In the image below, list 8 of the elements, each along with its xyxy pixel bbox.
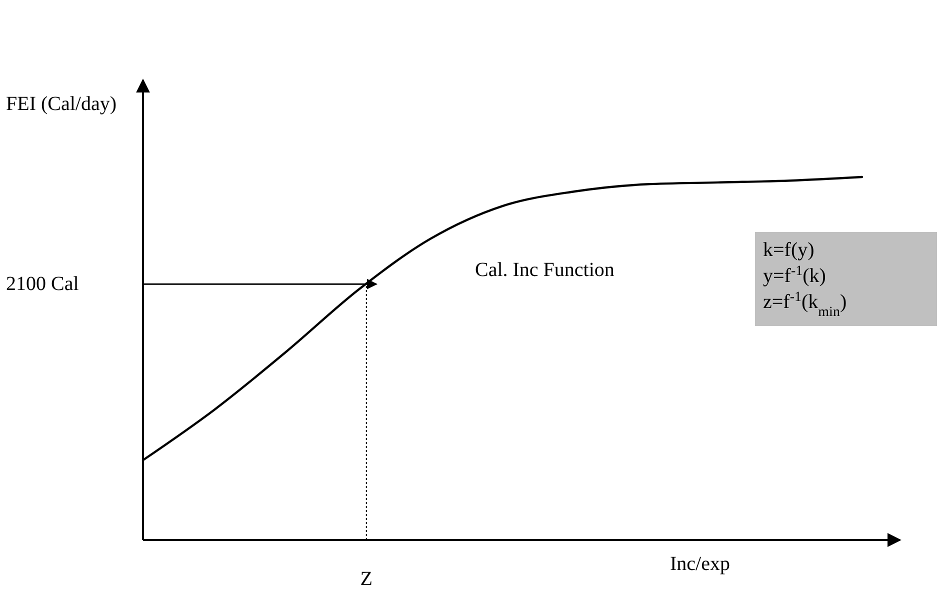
text: Z	[360, 568, 373, 590]
annotation: z=f$^{-1}$(k$_{min}$)	[763, 290, 847, 320]
ref-line-label: 2100 Cal	[6, 273, 80, 296]
y-axis-title: FEI (Cal/day)	[6, 93, 117, 115]
annotation: k=f(y)	[763, 239, 814, 261]
annotation: y=f$^{-1}$(k)	[763, 264, 826, 287]
x-axis-title: Inc/exp	[670, 553, 730, 575]
annotation: Cal. Inc Function	[475, 259, 614, 281]
